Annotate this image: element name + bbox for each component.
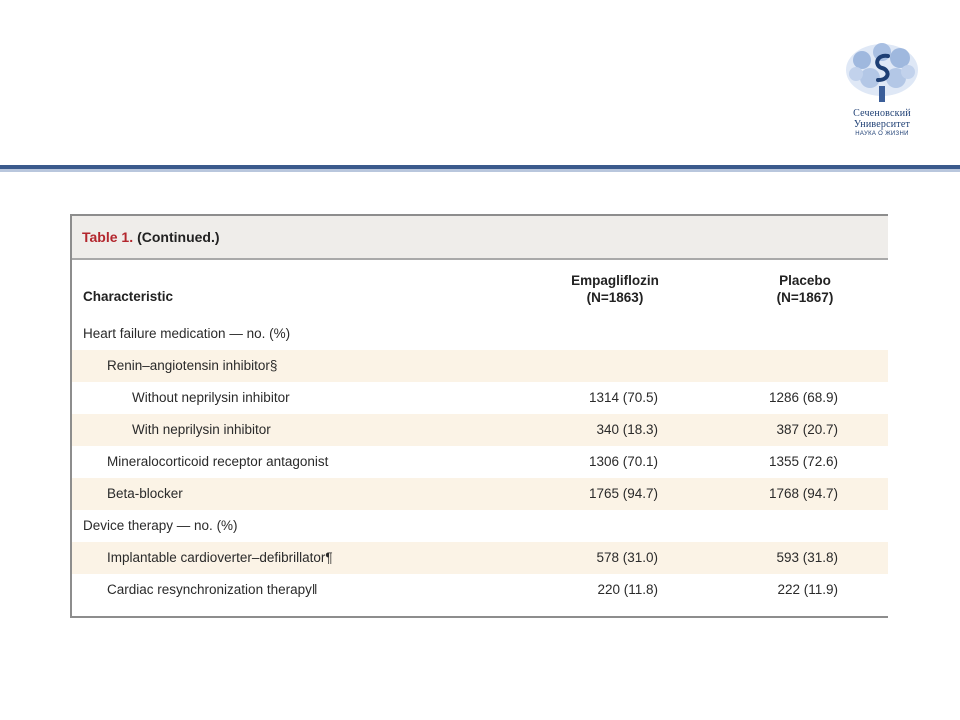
table-header: Characteristic Empagliflozin (N=1863) Pl…	[72, 260, 888, 318]
column-header-placebo-name: Placebo	[779, 273, 831, 288]
placebo-value: 1355 (72.6)	[768, 454, 838, 469]
placebo-value: 222 (11.9)	[777, 582, 838, 597]
row-label: Beta-blocker	[107, 486, 183, 501]
table-row: Implantable cardioverter–defibrillator¶ …	[72, 542, 888, 574]
column-header-placebo: Placebo (N=1867)	[725, 272, 885, 306]
empagliflozin-value: 1306 (70.1)	[588, 454, 658, 469]
empagliflozin-value: 220 (11.8)	[597, 582, 658, 597]
table-row: Mineralocorticoid receptor antagonist 13…	[72, 446, 888, 478]
row-label: Without neprilysin inhibitor	[132, 390, 290, 405]
placebo-value: 593 (31.8)	[776, 550, 838, 565]
logo-line-3: НАУКА О ЖИЗНИ	[855, 131, 909, 137]
row-label: Device therapy — no. (%)	[83, 518, 238, 533]
column-header-empagliflozin-name: Empagliflozin	[571, 273, 659, 288]
table-row: Device therapy — no. (%)	[72, 510, 888, 542]
sechenov-tree-logo-icon	[846, 43, 918, 102]
row-label: Mineralocorticoid receptor antagonist	[107, 454, 329, 469]
placebo-value: 1286 (68.9)	[768, 390, 838, 405]
table-row: Beta-blocker 1765 (94.7) 1768 (94.7)	[72, 478, 888, 510]
row-label: Renin–angiotensin inhibitor§	[107, 358, 278, 373]
table-row: Renin–angiotensin inhibitor§	[72, 350, 888, 382]
row-label: With neprilysin inhibitor	[132, 422, 271, 437]
placebo-value: 387 (20.7)	[776, 422, 838, 437]
baseline-characteristics-table: Table 1. (Continued.) Characteristic Emp…	[70, 214, 888, 618]
table-row: Cardiac resynchronization therapy‖ 220 (…	[72, 574, 888, 606]
row-label: Heart failure medication — no. (%)	[83, 326, 291, 341]
column-header-empagliflozin: Empagliflozin (N=1863)	[535, 272, 695, 306]
table-caption-continued: (Continued.)	[137, 229, 220, 245]
column-header-characteristic: Characteristic	[83, 289, 174, 304]
table-row: With neprilysin inhibitor 340 (18.3) 387…	[72, 414, 888, 446]
header-divider-shadow	[0, 169, 960, 172]
logo-line-1: Сеченовский	[853, 108, 911, 119]
table-caption: Table 1. (Continued.)	[72, 216, 888, 260]
placebo-value: 1768 (94.7)	[768, 486, 838, 501]
university-logo: Сеченовский Университет НАУКА О ЖИЗНИ	[836, 38, 928, 139]
table-row: Without neprilysin inhibitor 1314 (70.5)…	[72, 382, 888, 414]
table-row: Heart failure medication — no. (%)	[72, 318, 888, 350]
table-caption-label: Table 1.	[82, 229, 134, 245]
column-header-placebo-n: (N=1867)	[776, 290, 834, 305]
column-header-empagliflozin-n: (N=1863)	[586, 290, 644, 305]
row-label: Cardiac resynchronization therapy‖	[107, 582, 318, 597]
header-divider	[0, 165, 960, 169]
empagliflozin-value: 1765 (94.7)	[588, 486, 658, 501]
empagliflozin-value: 340 (18.3)	[596, 422, 658, 437]
row-label: Implantable cardioverter–defibrillator¶	[107, 550, 333, 565]
empagliflozin-value: 1314 (70.5)	[588, 390, 658, 405]
logo-line-2: Университет	[853, 119, 911, 130]
empagliflozin-value: 578 (31.0)	[596, 550, 658, 565]
